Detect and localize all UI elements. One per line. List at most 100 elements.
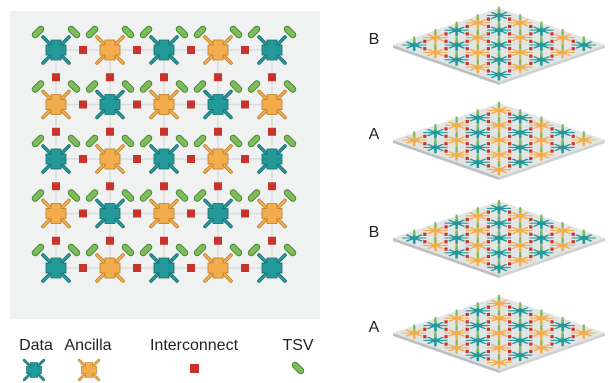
data-qubit	[401, 38, 427, 52]
interconnect-marker	[529, 127, 533, 131]
ancilla-qubit	[486, 119, 512, 132]
interconnect-marker	[550, 32, 554, 36]
data-qubit	[149, 35, 179, 65]
interconnect-marker	[486, 210, 490, 214]
ancilla-qubit	[95, 35, 125, 65]
ancilla-qubit	[149, 198, 179, 229]
interconnect-marker	[52, 236, 60, 245]
interconnect-marker	[465, 61, 469, 66]
interconnect-marker	[79, 155, 87, 163]
ancilla-qubit-icon	[77, 358, 101, 382]
interconnect-marker	[529, 335, 533, 339]
ancilla-qubit	[257, 198, 287, 229]
ancilla-qubit	[507, 61, 533, 74]
interconnect-marker	[465, 232, 469, 236]
interconnect-marker	[133, 209, 141, 218]
interconnect-marker	[571, 335, 575, 339]
interconnect-marker	[106, 73, 114, 82]
data-qubit	[41, 144, 71, 174]
interconnect-marker	[508, 127, 512, 131]
interconnect-marker	[160, 182, 168, 191]
interconnect-marker	[106, 182, 114, 191]
ancilla-qubit	[486, 148, 512, 161]
interconnect-marker	[52, 73, 60, 82]
ancilla-qubit	[486, 104, 512, 117]
interconnect-marker	[79, 209, 87, 218]
layer-label: B	[369, 224, 380, 241]
layer-side	[393, 140, 499, 180]
ancilla-qubit	[507, 224, 533, 237]
ancilla-qubit	[444, 133, 469, 147]
ancilla-qubit	[571, 326, 597, 340]
interconnect-marker	[508, 217, 512, 222]
interconnect-marker	[571, 39, 575, 43]
interconnect-marker	[508, 164, 512, 168]
data-qubit	[465, 126, 491, 139]
interconnect-marker	[486, 262, 490, 266]
interconnect-marker	[486, 327, 490, 331]
interconnect-marker	[550, 134, 554, 138]
interconnect-marker	[486, 247, 490, 251]
data-qubit	[423, 319, 448, 332]
interconnect-marker	[241, 46, 249, 54]
data-qubit	[486, 261, 512, 274]
interconnect-marker	[133, 46, 141, 54]
interconnect-marker	[508, 327, 512, 331]
interconnect-marker	[465, 217, 469, 222]
interconnect-marker	[52, 182, 60, 191]
interconnect-marker	[486, 305, 490, 309]
layer-side	[499, 140, 605, 180]
interconnect-marker	[550, 47, 554, 51]
interconnect-marker	[52, 127, 60, 136]
interconnect-marker	[529, 134, 533, 138]
interconnect-marker	[529, 119, 533, 124]
ancilla-qubit	[149, 89, 179, 120]
ancilla-qubit	[486, 133, 512, 147]
data-qubit	[423, 126, 448, 139]
interconnect-marker	[268, 73, 276, 82]
legend-label-interconnect: Interconnect	[150, 337, 239, 354]
interconnect-marker	[508, 240, 512, 244]
interconnect-marker	[529, 349, 533, 354]
ancilla-qubit	[529, 133, 554, 147]
interconnect-marker	[423, 47, 427, 51]
ancilla-qubit	[550, 239, 575, 252]
interconnect-marker	[486, 24, 490, 29]
interconnect-marker	[160, 127, 168, 136]
interconnect-marker	[79, 264, 87, 272]
interconnect-marker	[486, 225, 490, 229]
interconnect-marker	[465, 127, 469, 131]
data-qubit	[529, 24, 554, 37]
interconnect-marker	[444, 232, 448, 236]
ancilla-qubit	[465, 209, 491, 222]
interconnect-marker	[550, 54, 554, 58]
interconnect-marker	[106, 236, 114, 245]
ancilla-qubit	[444, 312, 469, 325]
data-qubit	[486, 38, 512, 52]
ancilla-qubit	[465, 31, 491, 44]
interconnect-marker	[465, 254, 469, 259]
interconnect-marker	[241, 100, 249, 109]
interconnect-marker	[486, 17, 490, 21]
ancilla-qubit	[203, 253, 233, 283]
ancilla-qubit	[550, 224, 575, 237]
data-qubit	[507, 156, 533, 169]
layer-side	[499, 238, 605, 278]
data-qubit	[203, 198, 233, 229]
interconnect-marker	[486, 112, 490, 116]
interconnect-marker	[486, 312, 490, 317]
data-qubit	[571, 231, 597, 245]
layer-side	[393, 238, 499, 278]
interconnect-marker	[508, 349, 512, 354]
layer-side	[393, 45, 499, 85]
interconnect-marker	[465, 119, 469, 124]
data-qubit	[257, 144, 287, 174]
legend-label-data: Data	[19, 337, 53, 354]
interconnect-marker	[550, 240, 554, 244]
interconnect-marker	[444, 225, 448, 229]
interconnect-marker	[486, 134, 490, 138]
data-qubit	[507, 126, 533, 139]
interconnect-marker	[508, 262, 512, 266]
data-qubit-shape	[22, 358, 46, 382]
interconnect-marker	[486, 119, 490, 124]
